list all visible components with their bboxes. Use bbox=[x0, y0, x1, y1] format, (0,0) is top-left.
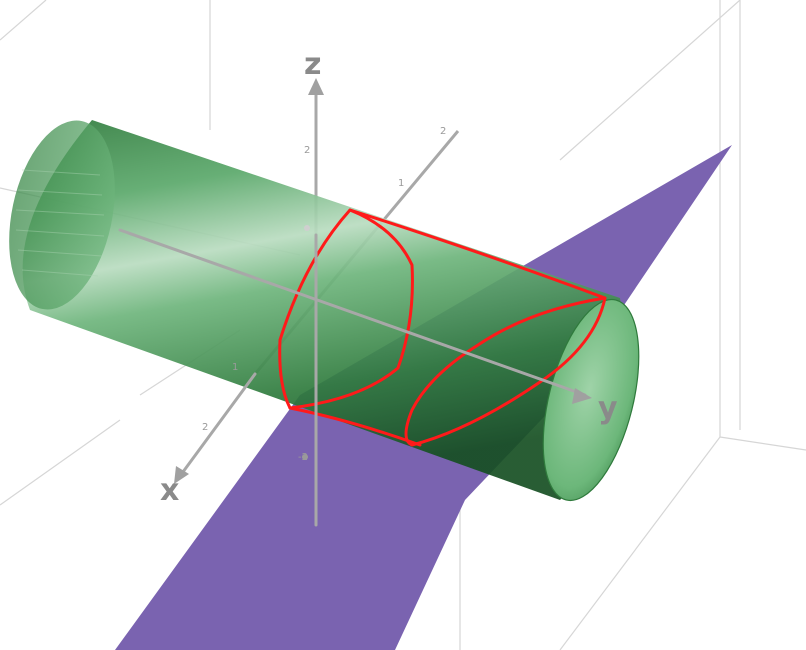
bottom-edge-curve bbox=[288, 406, 422, 447]
z-tick-2: 2 bbox=[304, 145, 310, 156]
cylinder-body bbox=[22, 120, 625, 500]
y-axis-label: y bbox=[598, 391, 618, 426]
axes-front bbox=[118, 228, 587, 527]
origin-marker-top bbox=[304, 225, 310, 231]
z-tick-neg2: -2 bbox=[298, 452, 308, 463]
left-cross-section-curve bbox=[278, 208, 414, 410]
cylinder-right-cap bbox=[542, 298, 640, 502]
y-tick-1: 1 bbox=[398, 178, 404, 189]
x-tick-1: 1 bbox=[232, 362, 238, 373]
cylinder-left-hatching bbox=[15, 169, 105, 277]
intersection-outline bbox=[278, 208, 607, 447]
y-arrow-icon bbox=[572, 388, 592, 404]
right-cross-section-curve bbox=[404, 296, 607, 447]
cylinder bbox=[9, 120, 640, 502]
x-axis-line bbox=[178, 372, 257, 478]
x-axis-label: x bbox=[160, 473, 179, 508]
z-axis-label: z bbox=[304, 47, 321, 82]
origin-marker-bottom bbox=[302, 454, 308, 460]
x-arrow-icon bbox=[174, 466, 189, 484]
z-arrow-icon bbox=[308, 78, 324, 95]
axis-arrows bbox=[174, 78, 592, 484]
y-axis-line bbox=[118, 228, 587, 397]
cylinder-left-cap bbox=[9, 120, 115, 310]
x-tick-2: 2 bbox=[202, 422, 208, 433]
top-edge-curve bbox=[348, 208, 607, 300]
y-tick-2: 2 bbox=[440, 126, 446, 137]
